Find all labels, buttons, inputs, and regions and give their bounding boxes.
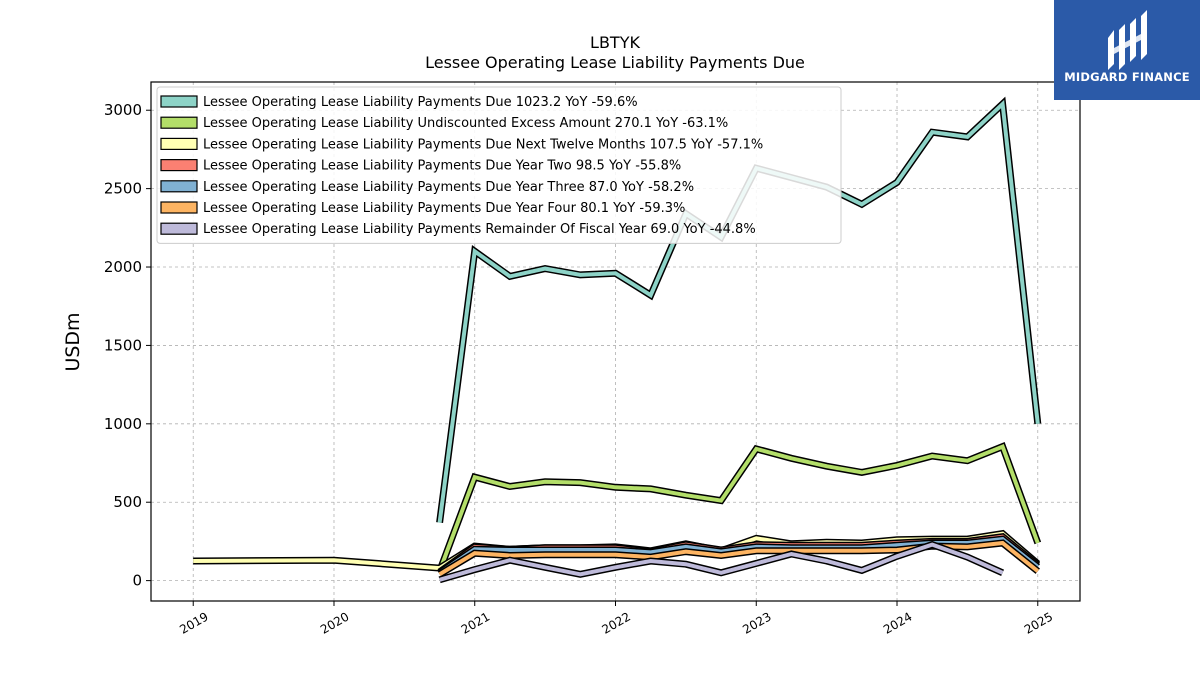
- legend-item: Lessee Operating Lease Liability Payment…: [160, 222, 756, 237]
- legend: Lessee Operating Lease Liability Payment…: [156, 86, 842, 244]
- legend-label: Lessee Operating Lease Liability Payment…: [203, 222, 756, 237]
- legend-item: Lessee Operating Lease Liability Payment…: [160, 201, 685, 216]
- legend-label: Lessee Operating Lease Liability Payment…: [203, 201, 685, 216]
- x-tick-label: 2022: [600, 609, 633, 636]
- x-tick-label: 2020: [318, 609, 351, 636]
- series-line-1: [436, 442, 1042, 573]
- axes: 0 500 1000 1500 2000 2500 3000 2019 2020 2021 2022…: [104, 81, 1081, 637]
- series-stroke: [439, 542, 1004, 582]
- legend-label: Lessee Operating Lease Liability Undisco…: [203, 116, 728, 131]
- chart-title: LBTYK: [590, 33, 640, 52]
- x-tick-label: 2021: [459, 609, 492, 636]
- legend-label: Lessee Operating Lease Liability Payment…: [203, 137, 763, 152]
- y-tick-label: 2000: [104, 258, 142, 276]
- legend-swatch: [160, 159, 198, 172]
- legend-item: Lessee Operating Lease Liability Payment…: [160, 180, 694, 195]
- y-tick-label: 2500: [104, 180, 142, 198]
- y-tick-label: 3000: [104, 101, 142, 119]
- legend-item: Lessee Operating Lease Liability Undisco…: [160, 116, 728, 131]
- legend-swatch: [160, 137, 198, 150]
- legend-swatch: [160, 201, 198, 214]
- x-tick-label: 2023: [740, 609, 773, 636]
- legend-item: Lessee Operating Lease Liability Payment…: [160, 95, 638, 110]
- y-axis-label: USDm: [62, 312, 84, 371]
- legend-label: Lessee Operating Lease Liability Payment…: [203, 159, 681, 174]
- y-tick-label: 1000: [104, 415, 142, 433]
- y-tick-label: 0: [132, 572, 142, 590]
- legend-item: Lessee Operating Lease Liability Payment…: [160, 137, 763, 152]
- logo-text: MIDGARD FINANCE: [1064, 70, 1190, 84]
- legend-swatch: [160, 180, 198, 193]
- legend-swatch: [160, 222, 198, 235]
- series-line-6: [438, 540, 1005, 584]
- midgard-logo-icon: [1108, 10, 1147, 70]
- series-stroke: [437, 443, 1040, 572]
- chart-subtitle: Lessee Operating Lease Liability Payment…: [425, 53, 805, 72]
- legend-label: Lessee Operating Lease Liability Payment…: [203, 180, 694, 195]
- legend-box: [156, 86, 842, 244]
- midgard-finance-logo: MIDGARD FINANCE: [1054, 0, 1200, 100]
- y-tick-label: 1500: [104, 336, 142, 354]
- x-tick-label: 2025: [1022, 609, 1055, 636]
- y-tick-label: 500: [113, 493, 142, 511]
- legend-item: Lessee Operating Lease Liability Payment…: [160, 159, 681, 174]
- legend-label: Lessee Operating Lease Liability Payment…: [203, 95, 638, 110]
- x-tick-label: 2024: [881, 609, 914, 636]
- legend-swatch: [160, 95, 198, 108]
- x-tick-label: 2019: [177, 609, 210, 636]
- legend-swatch: [160, 116, 198, 129]
